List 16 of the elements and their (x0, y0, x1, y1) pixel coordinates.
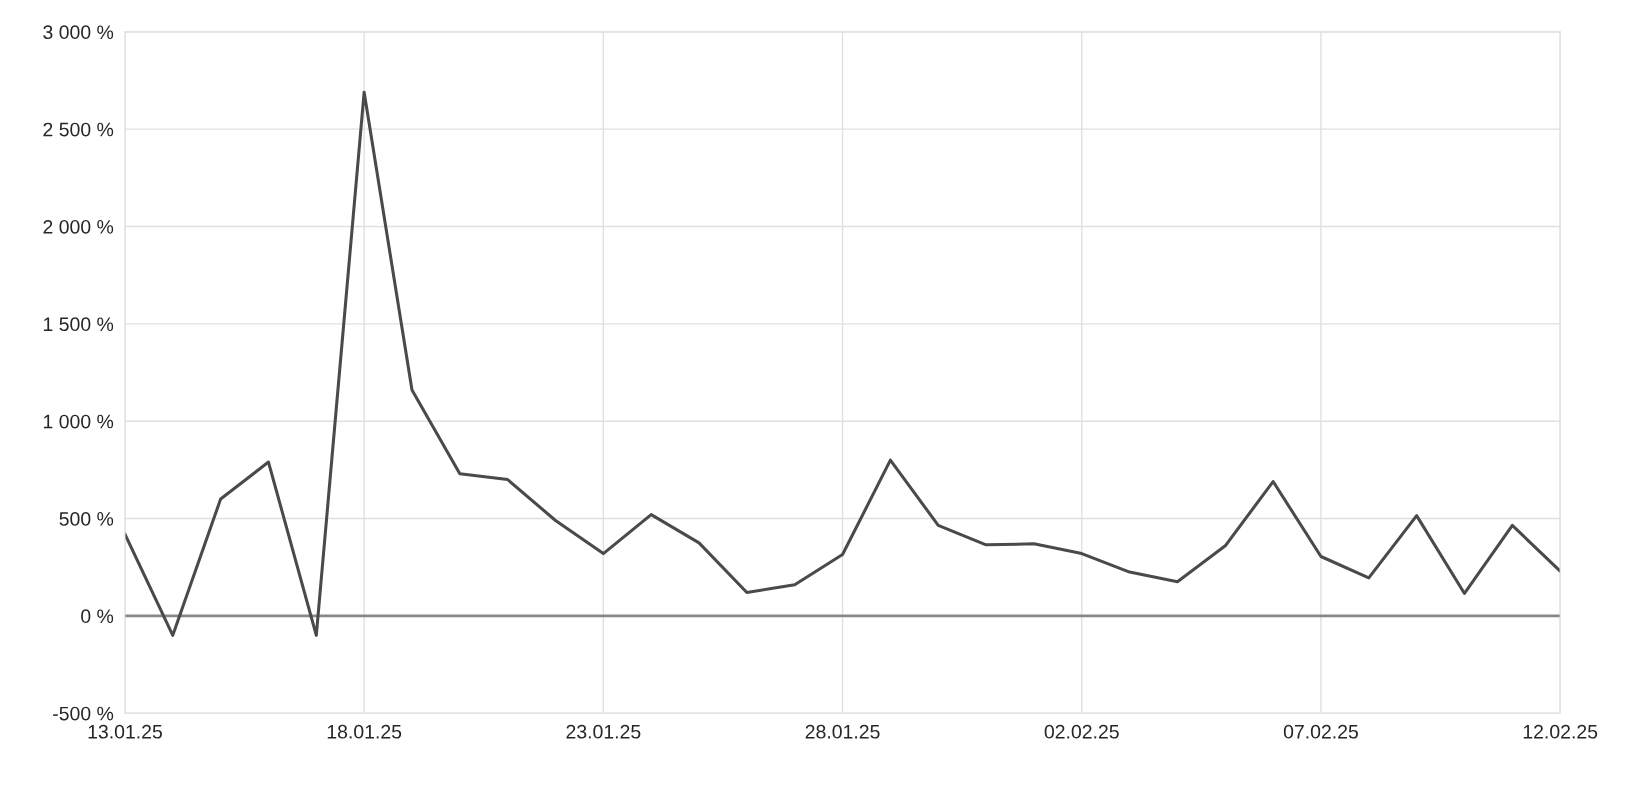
x-tick-label: 13.01.25 (88, 724, 162, 739)
y-tick-label: 2 500 % (43, 122, 114, 137)
x-tick-label: 18.01.25 (327, 724, 402, 739)
y-tick-label: -500 % (53, 706, 114, 721)
x-tick-label: 07.02.25 (1283, 724, 1358, 739)
y-tick-label: 3 000 % (43, 25, 114, 40)
x-tick-label: 28.01.25 (805, 724, 880, 739)
y-tick-label: 1 000 % (43, 414, 114, 429)
x-tick-label: 02.02.25 (1044, 724, 1119, 739)
y-tick-label: 0 % (81, 609, 114, 624)
line-series (124, 90, 1561, 637)
x-tick-label: 23.01.25 (566, 724, 641, 739)
y-tick-label: 500 % (59, 512, 114, 526)
x-tick-label: 12.02.25 (1523, 724, 1598, 739)
y-tick-label: 1 500 % (43, 317, 114, 332)
y-tick-label: 2 000 % (43, 219, 114, 234)
